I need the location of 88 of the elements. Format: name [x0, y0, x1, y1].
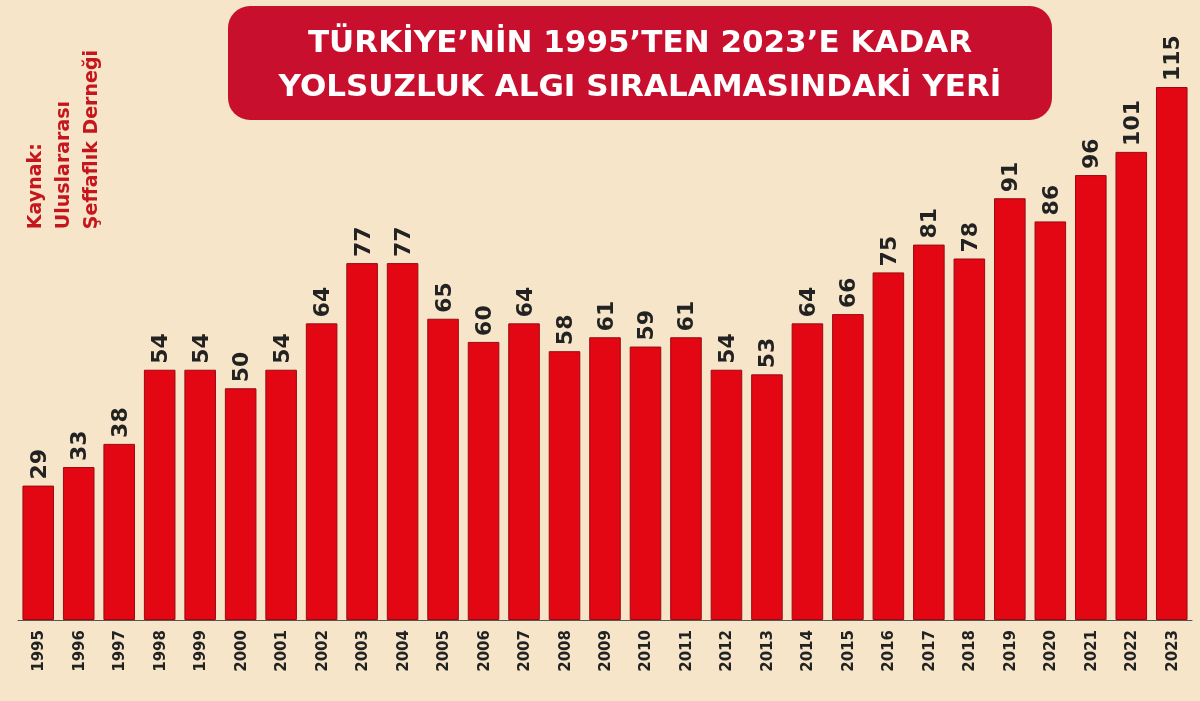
bar [751, 374, 783, 620]
data-label: 86 [1037, 184, 1063, 216]
bar [265, 369, 297, 620]
data-label: 53 [754, 337, 780, 369]
data-label: 101 [1118, 99, 1144, 146]
data-label: 54 [187, 333, 213, 364]
bar [427, 318, 459, 620]
bar [305, 323, 338, 620]
data-label: 58 [552, 314, 578, 346]
data-label: 77 [349, 226, 375, 258]
bar [953, 258, 986, 620]
data-label: 29 [25, 448, 51, 480]
x-tick-label: 2012 [717, 630, 736, 672]
bar [791, 323, 824, 620]
x-tick-label: 2021 [1081, 630, 1100, 672]
data-label: 38 [106, 407, 132, 438]
bar [1115, 151, 1148, 620]
data-label: 50 [228, 351, 254, 383]
bar [629, 346, 662, 620]
x-tick-label: 2013 [757, 630, 776, 672]
bar [103, 443, 135, 620]
x-tick-label: 2023 [1162, 630, 1181, 672]
data-label: 60 [471, 305, 497, 336]
data-label: 61 [673, 300, 699, 332]
x-tick-label: 2017 [919, 630, 938, 672]
data-label: 54 [268, 333, 294, 364]
x-tick-label: 2015 [838, 630, 857, 672]
x-tick-label: 2020 [1041, 630, 1060, 672]
x-tick-label: 1996 [69, 630, 88, 672]
data-label: 33 [66, 430, 92, 462]
x-tick-label: 1997 [110, 630, 129, 672]
bar [1034, 221, 1067, 620]
bar [22, 485, 55, 620]
x-tick-label: 2002 [312, 630, 331, 672]
data-label: 64 [309, 286, 335, 318]
bar [346, 263, 378, 620]
bar [224, 388, 257, 620]
x-tick-label: 2009 [596, 630, 614, 672]
x-tick-label: 2022 [1122, 630, 1141, 672]
bar [62, 467, 95, 620]
x-tick-label: 2019 [1000, 630, 1019, 672]
data-label: 96 [1078, 138, 1104, 170]
data-label: 78 [956, 221, 982, 253]
x-tick-label: 2008 [555, 630, 574, 672]
bar [670, 337, 702, 620]
x-tick-label: 2004 [393, 630, 412, 672]
bar [913, 244, 945, 620]
bar [994, 198, 1026, 620]
bar [508, 323, 540, 620]
x-tick-label: 2000 [231, 630, 250, 672]
data-label: 59 [632, 309, 658, 341]
bar [710, 369, 743, 620]
bar [467, 341, 500, 620]
bar [1075, 175, 1107, 620]
x-tick-label: 1999 [191, 630, 210, 672]
data-label: 54 [147, 333, 173, 364]
data-label: 91 [997, 161, 1023, 193]
x-tick-label: 2018 [960, 630, 979, 672]
x-tick-label: 2007 [515, 630, 534, 672]
bar [143, 369, 176, 620]
x-tick-label: 2014 [798, 630, 817, 672]
x-tick-label: 2003 [353, 630, 372, 672]
data-label: 77 [390, 226, 416, 258]
x-tick-label: 2010 [636, 630, 655, 672]
data-label: 115 [1159, 35, 1185, 81]
bar [386, 263, 419, 620]
annotation: Kaynak: Uluslararası Şeffaflık Derneği [23, 50, 101, 230]
bar [832, 314, 864, 620]
bar [589, 337, 621, 620]
x-tick-label: 2001 [272, 630, 291, 672]
x-tick-label: 1998 [150, 630, 169, 672]
bar [872, 272, 905, 620]
x-tick-label: 2016 [879, 630, 898, 672]
data-label: 66 [835, 277, 861, 309]
data-label: 81 [916, 207, 942, 239]
data-label: 64 [794, 286, 820, 318]
x-tick-label: 2005 [434, 630, 453, 672]
data-label: 75 [875, 235, 901, 267]
bar [1155, 87, 1188, 620]
data-label: 65 [430, 282, 456, 313]
data-label: 61 [592, 300, 618, 332]
x-tick-label: 2011 [676, 630, 695, 672]
bar [548, 351, 581, 620]
x-tick-label: 2006 [474, 630, 493, 672]
data-label: 64 [511, 286, 537, 318]
bar [184, 369, 216, 620]
data-label: 54 [713, 333, 739, 364]
x-tick-label: 1995 [29, 630, 48, 672]
